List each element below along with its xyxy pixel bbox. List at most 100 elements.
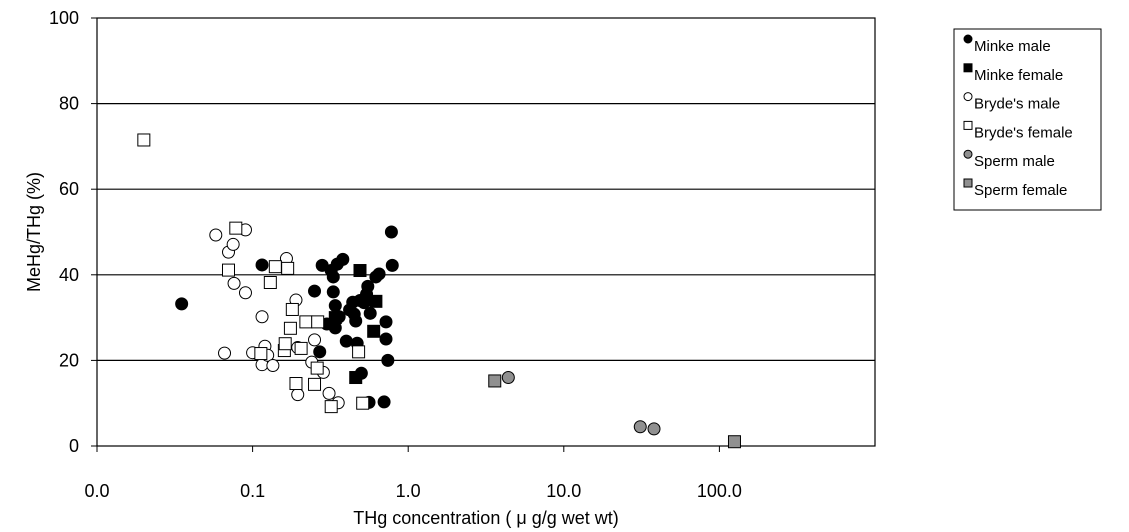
y-tick-label: 20 [59, 350, 79, 370]
legend-marker [963, 120, 973, 130]
legend-item: Minke female [963, 63, 1063, 84]
data-point [226, 237, 240, 251]
data-point [285, 302, 299, 316]
plot-area-frame [96, 17, 876, 447]
legend-item: Sperm male [963, 149, 1055, 170]
data-point [349, 314, 363, 328]
data-point [336, 252, 350, 266]
legend-item: Minke male [963, 34, 1051, 55]
data-point [310, 361, 324, 375]
data-point [283, 321, 297, 335]
x-axis-title: THg concentration ( μ g/g wet wt) [353, 508, 618, 528]
data-point [326, 270, 340, 284]
legend-label: Sperm female [974, 182, 1067, 199]
data-point [294, 341, 308, 355]
data-point [352, 345, 366, 359]
data-point [308, 284, 322, 298]
data-point [268, 260, 282, 274]
legend-item: Bryde's male [963, 92, 1060, 113]
x-axis-ticks: 0.0 0.1 1.0 10.0 100.0 [84, 446, 742, 501]
data-point [367, 324, 381, 338]
data-point [289, 377, 303, 391]
legend-label: Bryde's male [974, 96, 1060, 113]
data-point [255, 258, 269, 272]
data-point [221, 263, 235, 277]
data-point [291, 388, 305, 402]
legend-item: Bryde's female [963, 120, 1073, 141]
data-point [361, 279, 375, 293]
series-group [137, 133, 370, 414]
data-point [255, 310, 269, 324]
data-point [353, 264, 367, 278]
data-point [311, 315, 325, 329]
x-tick-label: 1.0 [396, 481, 421, 501]
data-point [369, 294, 383, 308]
legend-marker [963, 149, 973, 159]
series-group [328, 264, 383, 385]
legend-marker [963, 63, 973, 73]
legend-label: Sperm male [974, 153, 1055, 170]
legend-item: Sperm female [963, 178, 1067, 199]
y-tick-label: 60 [59, 179, 79, 199]
data-point [377, 395, 391, 409]
data-point [381, 353, 395, 367]
x-tick-label: 0.1 [240, 481, 265, 501]
series-group [488, 374, 741, 449]
data-point [281, 261, 295, 275]
data-points [137, 133, 741, 449]
y-tick-label: 0 [69, 436, 79, 456]
legend-marker [963, 34, 973, 44]
data-point [328, 299, 342, 313]
y-axis-ticks: 0 20 40 60 80 100 [49, 8, 97, 456]
data-point [209, 228, 223, 242]
series-group [501, 371, 661, 436]
data-point [363, 306, 377, 320]
y-tick-label: 80 [59, 94, 79, 114]
y-tick-label: 100 [49, 8, 79, 28]
y-axis-title: MeHg/THg (%) [24, 172, 44, 292]
legend-marker [963, 92, 973, 102]
data-point [385, 258, 399, 272]
data-point [299, 315, 313, 329]
data-point [175, 297, 189, 311]
data-point [308, 377, 322, 391]
x-tick-label: 0.0 [84, 481, 109, 501]
data-point [349, 371, 363, 385]
data-point [218, 346, 232, 360]
data-point [372, 267, 386, 281]
x-tick-label: 10.0 [546, 481, 581, 501]
data-point [266, 359, 280, 373]
x-tick-label: 100.0 [697, 481, 742, 501]
data-point [488, 374, 502, 388]
data-point [356, 396, 370, 410]
data-point [322, 386, 336, 400]
data-point [633, 420, 647, 434]
data-point [137, 133, 151, 147]
data-point [324, 400, 338, 414]
data-point [647, 422, 661, 436]
data-point [727, 435, 741, 449]
data-point [229, 221, 243, 235]
legend-label: Minke female [974, 67, 1063, 84]
legend-label: Bryde's female [974, 124, 1073, 141]
data-point [308, 333, 322, 347]
data-point [379, 315, 393, 329]
data-point [326, 285, 340, 299]
data-point [227, 276, 241, 290]
y-tick-label: 40 [59, 265, 79, 285]
data-point [254, 347, 268, 361]
data-point [501, 371, 515, 385]
legend-box [953, 28, 1102, 211]
legend-marker [963, 178, 973, 188]
data-point [263, 276, 277, 290]
legend-items: Minke male Minke female Bryde's male Bryde'… [963, 34, 1073, 199]
data-point [339, 334, 353, 348]
data-point [328, 311, 342, 325]
legend: Minke male Minke female Bryde's male Bryde'… [953, 28, 1102, 211]
legend-label: Minke male [974, 38, 1051, 55]
data-point [379, 332, 393, 346]
data-point [238, 286, 252, 300]
data-point [278, 337, 292, 351]
data-point [384, 225, 398, 239]
